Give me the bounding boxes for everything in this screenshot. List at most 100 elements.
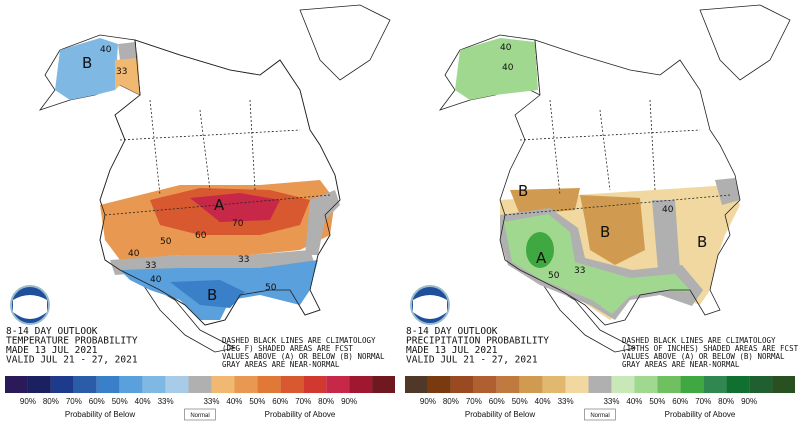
legend-label: 50%: [249, 397, 265, 406]
legend-label: 80%: [718, 397, 734, 406]
legend-label: 33%: [603, 397, 619, 406]
legend-label: 60%: [672, 397, 688, 406]
outlook-note: DASHED BLACK LINES ARE CLIMATOLOGY: [222, 336, 376, 345]
legend-swatch: [749, 376, 773, 393]
map-label: 40: [100, 45, 112, 55]
outlook-title: MADE 13 JUL 2021: [6, 345, 98, 356]
temperature-panel: B 40 33 A 70 60 50 40 33 B 40 50 33 8-14…: [5, 4, 395, 421]
legend-swatch: [496, 376, 520, 393]
legend-swatch: [680, 376, 704, 393]
map: [438, 4, 791, 353]
precipitation-panel: 40 40 B B B A 50 33 40 8-14 DAY OUTLOOKP…: [405, 4, 799, 421]
legend-swatch: [73, 376, 97, 393]
legend-swatch: [211, 376, 235, 393]
legend-label: 50%: [512, 397, 528, 406]
legend-label: 40%: [626, 397, 642, 406]
map-label: 40: [500, 43, 512, 53]
map-label: 40: [502, 63, 514, 73]
legend-swatch: [165, 376, 189, 393]
legend-swatch: [703, 376, 727, 393]
legend-title: Probability of Above: [265, 410, 336, 419]
legend-swatch: [372, 376, 395, 393]
legend-swatch: [611, 376, 635, 393]
map-label: 33: [238, 255, 249, 265]
legend-label: 33%: [558, 397, 574, 406]
outlook-note: GRAY AREAS ARE NEAR-NORMAL: [622, 360, 740, 369]
legend-swatch: [542, 376, 566, 393]
legend-label: 80%: [443, 397, 459, 406]
legend-swatch: [27, 376, 51, 393]
outlook-note: (DEG F) SHADED AREAS ARE FCST: [222, 344, 353, 353]
map-label: 50: [548, 271, 560, 281]
legend-swatch: [303, 376, 327, 393]
map-label: 40: [150, 275, 162, 285]
map-label: 33: [116, 67, 127, 77]
legend-title: Normal: [590, 413, 609, 419]
legend-swatch: [188, 376, 212, 393]
map-label: B: [518, 182, 528, 200]
legend-label: 40%: [135, 397, 151, 406]
map-label: 50: [265, 283, 277, 293]
map: [38, 4, 391, 353]
legend-label: 60%: [272, 397, 288, 406]
map-label: 40: [128, 249, 140, 259]
legend-swatch: [519, 376, 543, 393]
legend-swatch: [473, 376, 497, 393]
outlook-title: PRECIPITATION PROBABILITY: [406, 336, 549, 347]
legend-label: 90%: [20, 397, 36, 406]
legend-swatch: [588, 376, 612, 393]
legend-label: 70%: [295, 397, 311, 406]
outlook-note: GRAY AREAS ARE NEAR-NORMAL: [222, 360, 340, 369]
outlook-title: MADE 13 JUL 2021: [406, 345, 498, 356]
legend-swatch: [234, 376, 258, 393]
map-label: 70: [232, 219, 244, 229]
legend-swatch: [257, 376, 281, 393]
normal-box: [184, 408, 216, 421]
normal-box: [584, 408, 616, 421]
outlook-note: DASHED BLACK LINES ARE CLIMATOLOGY: [622, 336, 776, 345]
legend-swatch: [726, 376, 750, 393]
noaa-logo: [10, 285, 50, 325]
legend-title: Normal: [190, 413, 209, 419]
legend-label: 40%: [226, 397, 242, 406]
legend-label: 90%: [741, 397, 757, 406]
legend-label: 33%: [158, 397, 174, 406]
outlook-note: (10THS OF INCHES) SHADED AREAS ARE FCST: [622, 344, 799, 353]
map-label: A: [536, 249, 547, 267]
map-label: B: [600, 223, 610, 241]
legend-swatch: [96, 376, 120, 393]
legend-swatch: [349, 376, 373, 393]
map-label: 40: [662, 205, 674, 215]
legend-title: Probability of Below: [465, 410, 535, 419]
map-label: 33: [574, 266, 585, 276]
legend-label: 50%: [112, 397, 128, 406]
map-label: 33: [145, 261, 156, 271]
legend-swatch: [657, 376, 681, 393]
legend-swatch: [565, 376, 589, 393]
outlook-note: VALUES ABOVE (A) OR BELOW (B) NORMAL: [622, 352, 785, 361]
map-label: B: [207, 286, 217, 304]
map-label: 60: [195, 231, 207, 241]
map-label: B: [697, 233, 707, 251]
legend-title: Probability of Below: [65, 410, 135, 419]
legend-label: 50%: [649, 397, 665, 406]
map-label: 50: [160, 237, 172, 247]
legend-label: 80%: [43, 397, 59, 406]
outlook-title: VALID JUL 21 - 27, 2021: [6, 355, 138, 366]
outlook-note: VALUES ABOVE (A) OR BELOW (B) NORMAL: [222, 352, 385, 361]
legend-label: 70%: [66, 397, 82, 406]
legend-swatch: [50, 376, 74, 393]
legend-title: Probability of Above: [665, 410, 736, 419]
noaa-logo: [410, 285, 450, 325]
legend-label: 60%: [489, 397, 505, 406]
legend-swatch: [405, 376, 428, 393]
legend-label: 90%: [420, 397, 436, 406]
legend-swatch: [450, 376, 474, 393]
outlook-title: 8-14 DAY OUTLOOK: [6, 326, 98, 337]
legend-label: 70%: [695, 397, 711, 406]
legend-swatch: [427, 376, 451, 393]
legend-swatch: [5, 376, 28, 393]
map-label: A: [214, 196, 225, 214]
outlook-title: 8-14 DAY OUTLOOK: [406, 326, 498, 337]
